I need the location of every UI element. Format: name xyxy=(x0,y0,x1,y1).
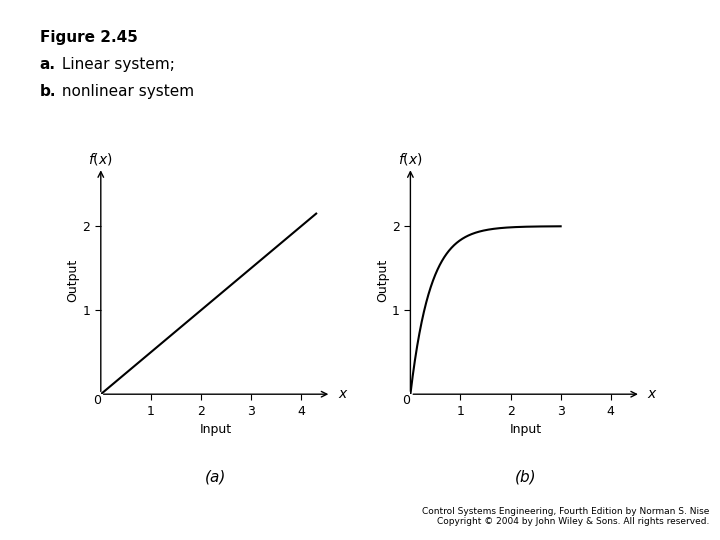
Text: nonlinear system: nonlinear system xyxy=(57,84,194,99)
Text: 0: 0 xyxy=(93,394,101,407)
Text: 0: 0 xyxy=(402,394,410,407)
Text: $f(x)$: $f(x)$ xyxy=(89,151,113,167)
Text: $x$: $x$ xyxy=(643,387,658,401)
Text: Figure 2.45: Figure 2.45 xyxy=(40,30,138,45)
Y-axis label: Output: Output xyxy=(67,259,80,302)
Text: $x$: $x$ xyxy=(333,387,348,401)
X-axis label: Input: Input xyxy=(200,423,232,436)
Text: Control Systems Engineering, Fourth Edition by Norman S. Nise
Copyright © 2004 b: Control Systems Engineering, Fourth Edit… xyxy=(422,507,709,526)
Text: (a): (a) xyxy=(205,470,227,485)
Text: (b): (b) xyxy=(515,470,536,485)
Text: a.: a. xyxy=(40,57,55,72)
X-axis label: Input: Input xyxy=(510,423,541,436)
Text: $f(x)$: $f(x)$ xyxy=(398,151,423,167)
Y-axis label: Output: Output xyxy=(377,259,390,302)
Text: b.: b. xyxy=(40,84,56,99)
Text: Linear system;: Linear system; xyxy=(57,57,175,72)
